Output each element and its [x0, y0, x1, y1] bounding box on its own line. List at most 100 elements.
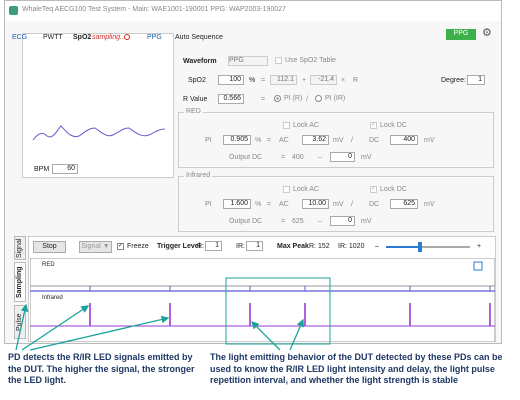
- input-field[interactable]: 10.00: [302, 199, 329, 209]
- settings-gear[interactable]: ⚙: [482, 27, 492, 39]
- label: Output DC: [229, 154, 263, 161]
- label: Max Peak: [277, 243, 309, 250]
- input-field[interactable]: 1: [205, 241, 222, 251]
- input-field[interactable]: 1: [467, 75, 485, 85]
- label: mV: [333, 201, 344, 208]
- slider-fill: [386, 246, 420, 248]
- label: RED: [184, 107, 203, 117]
- label: R: [353, 77, 359, 84]
- label: DC: [369, 201, 380, 208]
- input-field[interactable]: 625: [390, 199, 418, 209]
- label: mV: [361, 154, 372, 161]
- label: DC: [369, 137, 380, 144]
- stop-button[interactable]: Stop: [33, 241, 66, 253]
- side-tab[interactable]: Signal: [14, 236, 26, 260]
- label: R: 152: [309, 243, 330, 250]
- side-tab[interactable]: Sampling: [14, 262, 26, 302]
- label: R Value: [183, 96, 208, 103]
- tab[interactable]: PPG: [147, 34, 162, 41]
- input-field[interactable]: 0.905: [223, 135, 251, 145]
- checkbox[interactable]: ✓: [370, 122, 377, 129]
- tab[interactable]: PWTT: [43, 34, 63, 41]
- input-field[interactable]: -21.4: [310, 75, 337, 85]
- label: PI: [205, 137, 212, 144]
- checkbox[interactable]: [275, 57, 282, 64]
- label: –: [318, 218, 322, 225]
- input-field[interactable]: 0.566: [218, 94, 244, 104]
- label: =: [281, 154, 286, 161]
- label: Use SpO2 Table: [285, 57, 336, 64]
- tab-status: sampling...: [92, 34, 126, 41]
- input-field[interactable]: 0: [330, 152, 355, 162]
- side-tab[interactable]: Pulse: [14, 305, 26, 339]
- label: BPM: [34, 166, 50, 173]
- input-field[interactable]: 0: [330, 216, 355, 226]
- radio-button[interactable]: [315, 95, 322, 102]
- input-field[interactable]: PPG: [228, 56, 268, 66]
- tab[interactable]: ECG: [12, 34, 28, 41]
- label: –: [375, 243, 379, 250]
- label: Lock AC: [293, 186, 320, 193]
- label: Output DC: [229, 218, 263, 225]
- label: /: [351, 201, 353, 208]
- label: ×: [341, 77, 346, 84]
- app-icon: [9, 6, 18, 15]
- input-field[interactable]: 1: [246, 241, 263, 251]
- input-field[interactable]: 1.600: [223, 199, 251, 209]
- label: /: [351, 137, 353, 144]
- signal-menu[interactable]: Signal ▼: [79, 241, 112, 253]
- tab[interactable]: SpO2: [73, 34, 92, 41]
- annotation: PD detects the R/IR LED signals emitted …: [8, 352, 195, 385]
- label: Trigger Level: [157, 243, 201, 250]
- label: Infrared: [42, 295, 63, 301]
- label: =: [267, 201, 272, 208]
- label: AC: [279, 201, 289, 208]
- checkbox[interactable]: ✓: [370, 186, 377, 193]
- label: PI: [205, 201, 212, 208]
- slider-thumb[interactable]: [418, 242, 422, 252]
- label: Infrared: [184, 171, 213, 181]
- label: 400: [292, 154, 304, 161]
- checkbox[interactable]: [283, 186, 290, 193]
- label: +: [302, 77, 307, 84]
- tab[interactable]: Auto Sequence: [175, 34, 223, 41]
- input-field[interactable]: 112.1: [270, 75, 297, 85]
- radio-button[interactable]: [274, 95, 281, 102]
- input-field[interactable]: 3.62: [302, 135, 329, 145]
- label: =: [267, 137, 272, 144]
- label: Degree:: [441, 77, 466, 84]
- group-box: [178, 176, 494, 232]
- label: mV: [424, 201, 435, 208]
- status-icon: [124, 34, 130, 40]
- slider-track: [386, 246, 470, 248]
- label: SpO2: [188, 77, 206, 84]
- label: 625: [292, 218, 304, 225]
- label: RED: [42, 262, 55, 268]
- label: Lock AC: [293, 122, 320, 129]
- label: Waveform: [183, 58, 217, 65]
- label: Lock DC: [380, 186, 407, 193]
- label: mV: [333, 137, 344, 144]
- label: –: [318, 154, 322, 161]
- label: PI (IR): [325, 95, 346, 102]
- input-field[interactable]: 100: [218, 75, 244, 85]
- label: Freeze: [127, 243, 149, 250]
- mode-button[interactable]: PPG: [446, 29, 476, 40]
- checkbox[interactable]: ✓: [117, 243, 124, 250]
- label: mV: [361, 218, 372, 225]
- label: %: [249, 77, 256, 84]
- input-field[interactable]: 400: [390, 135, 418, 145]
- label: =: [261, 77, 266, 84]
- label: WhaleTeq AECG100 Test System - Main: WAE…: [22, 6, 286, 13]
- label: PI (R): [284, 95, 303, 102]
- label: %: [255, 201, 262, 208]
- label: /: [306, 96, 308, 103]
- label: =: [261, 96, 266, 103]
- label: AC: [279, 137, 289, 144]
- label: +: [477, 243, 482, 250]
- preview-panel: [22, 33, 174, 178]
- label: %: [255, 137, 262, 144]
- checkbox[interactable]: [283, 122, 290, 129]
- input-field[interactable]: 60: [52, 164, 78, 174]
